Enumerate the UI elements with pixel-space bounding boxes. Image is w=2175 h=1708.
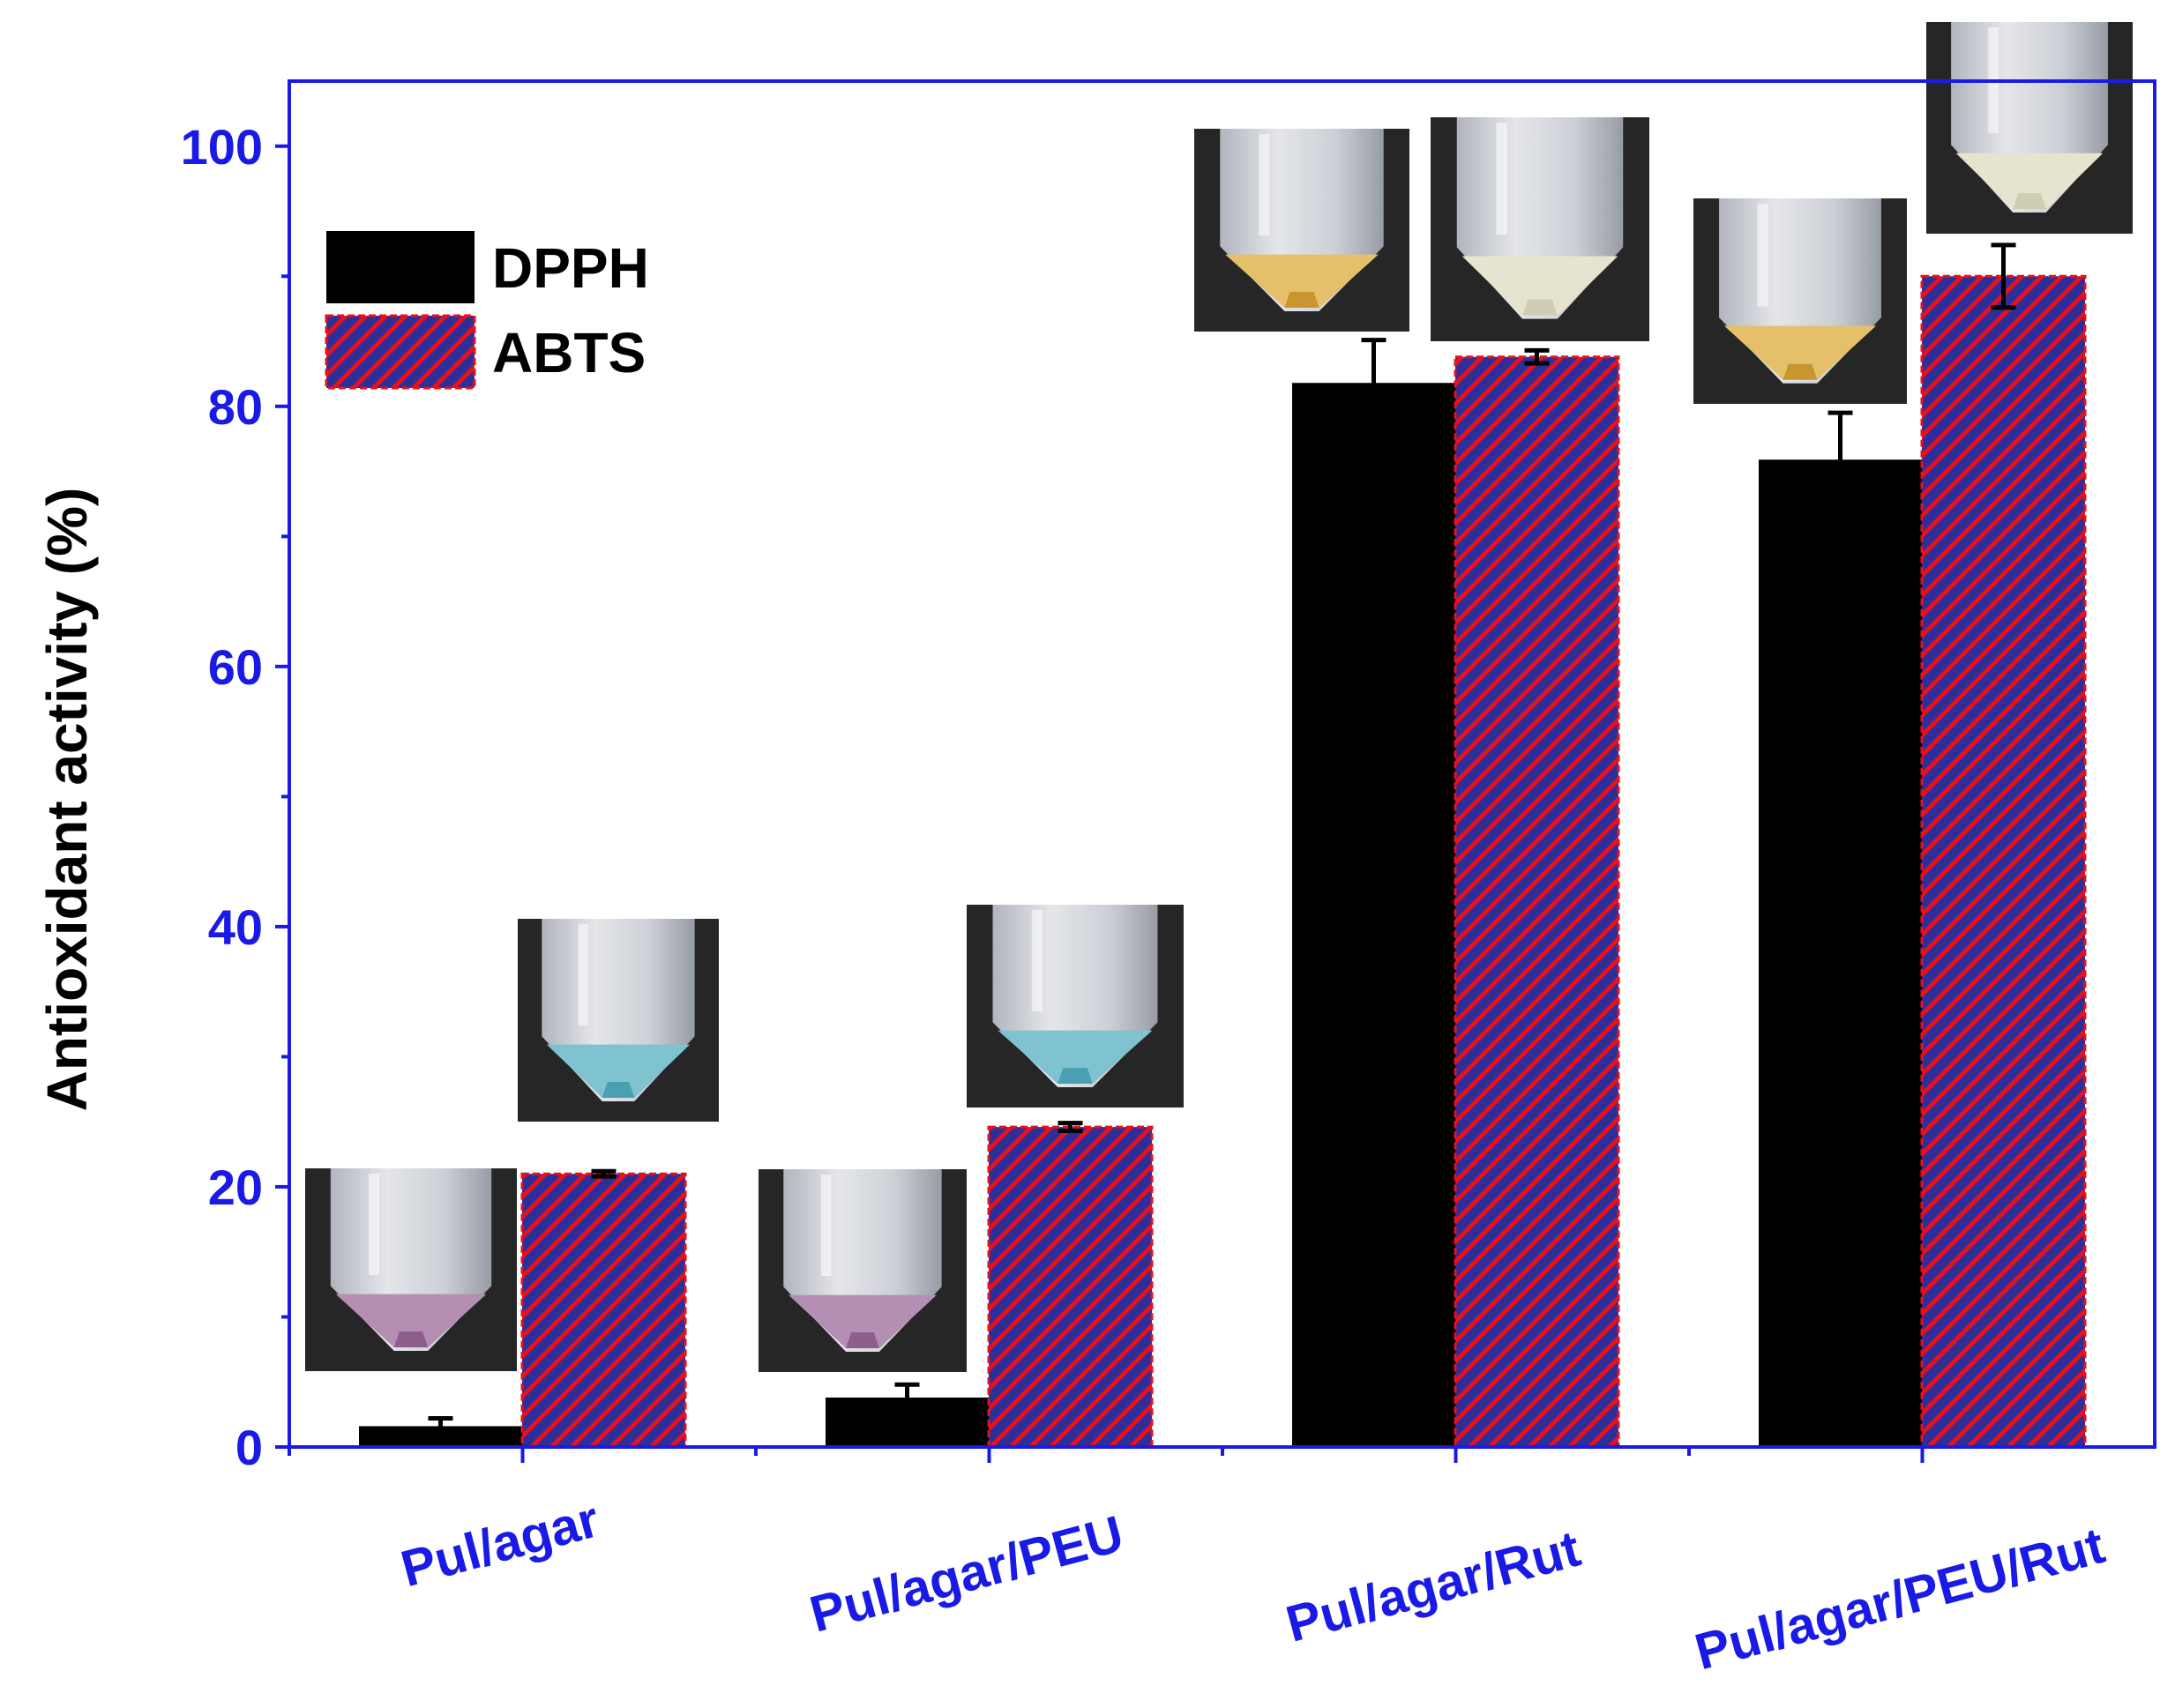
x-category-label: Pul/agar/PEU [804,1505,1130,1644]
tube-photo-yellow-4 [1194,129,1409,332]
tube-photo-blue-3 [967,905,1184,1108]
tube-photo-pale-5 [1431,117,1649,341]
tube-photo-blue-1 [518,919,719,1122]
bar-abts-1 [987,1125,1154,1449]
legend-item-dpph: DPPH [326,231,649,303]
legend-item-abts: ABTS [325,314,646,390]
y-tick-label: 80 [208,379,263,435]
x-category-label: Pul/agar [395,1490,605,1598]
legend-swatch [325,314,476,390]
error-bar-dpph-0 [428,1416,453,1436]
x-category-label: Pul/agar/Rut [1281,1520,1587,1653]
y-tick-label: 100 [181,119,263,175]
tube-photo-pale-7 [1926,22,2133,234]
legend-label: DPPH [492,236,649,300]
legend-swatch [326,231,475,303]
bar-dpph-2 [1292,383,1455,1447]
bar-dpph-0 [359,1426,522,1447]
error-bar-abts-2 [1524,347,1550,366]
error-bar-abts-1 [1058,1121,1083,1134]
error-bar-abts-0 [591,1168,617,1179]
tube-photo-yellow-6 [1693,198,1907,404]
x-category-label: Pul/agar/PEU/Rut [1689,1517,2111,1681]
bar-dpph-3 [1759,459,1922,1447]
error-bar-abts-3 [1991,242,2016,310]
bar-abts-0 [520,1172,687,1449]
legend-label: ABTS [492,321,646,384]
tube-photo-purple-0 [305,1168,517,1371]
bar-abts-2 [1454,355,1620,1449]
y-tick-label: 40 [208,899,263,955]
error-bar-dpph-1 [894,1382,920,1413]
y-tick-label: 20 [208,1160,263,1215]
y-axis-title: Antioxidant activity (%) [35,488,99,1112]
error-bar-dpph-3 [1827,410,1853,509]
tube-photo-purple-2 [759,1169,967,1372]
y-tick-label: 60 [208,639,263,695]
y-tick-label: 0 [235,1420,263,1475]
error-bar-dpph-2 [1361,338,1386,429]
bar-abts-3 [1920,274,2087,1449]
